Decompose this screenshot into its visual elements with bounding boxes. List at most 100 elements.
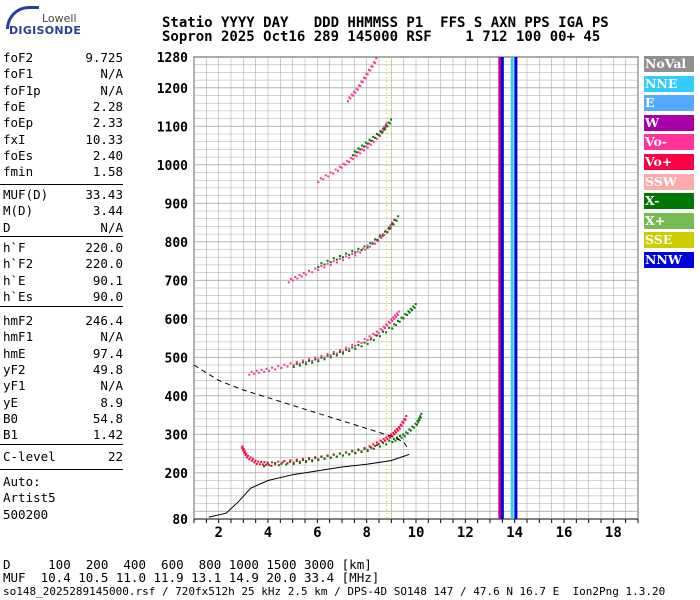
x-tick-label: 2 — [214, 525, 222, 541]
param-separator — [0, 444, 123, 445]
y-tick-label: 200 — [165, 467, 189, 482]
y-tick-label: 600 — [165, 313, 189, 328]
trace-point — [364, 248, 367, 251]
legend-item-e: E — [644, 95, 694, 112]
trace-point — [305, 363, 307, 366]
trace-point — [382, 437, 385, 440]
trace-point — [355, 87, 358, 90]
trace-point — [261, 463, 264, 466]
y-tick-label: 800 — [165, 236, 189, 251]
trace-point — [241, 445, 244, 448]
param-value: 2.40 — [92, 147, 123, 163]
trace-point — [301, 361, 304, 364]
trace-point — [366, 339, 369, 342]
legend-item-w: W — [644, 114, 694, 131]
param-value: 33.43 — [85, 187, 123, 202]
trace-point — [385, 443, 388, 446]
trace-point — [271, 461, 274, 464]
param-value: 2.33 — [92, 115, 123, 131]
trace-point — [253, 372, 256, 375]
trace-point — [419, 415, 422, 418]
param-value: 22 — [107, 449, 123, 464]
trace-point — [354, 452, 357, 455]
trace-point — [388, 436, 391, 439]
trace-point — [390, 433, 393, 436]
trace-point — [383, 234, 386, 237]
trace-point — [388, 228, 391, 231]
trace-point — [320, 456, 323, 459]
param-key: yF1 — [3, 378, 26, 394]
param-key: B0 — [3, 410, 19, 426]
trace-point — [375, 444, 378, 447]
y-tick-label: 1100 — [157, 120, 188, 135]
param-key: yE — [3, 394, 19, 410]
trace-point — [392, 316, 395, 319]
trace-point — [249, 456, 252, 459]
param-key: h`Es — [3, 288, 34, 304]
trace-point — [385, 122, 388, 125]
trace-point — [368, 445, 371, 448]
trace-point — [311, 460, 314, 463]
trace-point — [363, 341, 366, 344]
y-tick-label: 500 — [165, 351, 189, 366]
trace-point — [363, 448, 366, 451]
trace-point — [395, 312, 398, 315]
param-key: foF1 — [3, 66, 34, 82]
trace-point — [338, 254, 341, 257]
legend-item-ssw: SSW — [644, 173, 694, 190]
trace-point — [391, 319, 394, 322]
trace-point — [308, 357, 311, 360]
trace-point — [379, 234, 381, 237]
param-row-clevel: C-level 22 — [3, 449, 123, 466]
trace-point — [397, 426, 400, 429]
trace-point — [386, 438, 389, 441]
trace-point — [335, 354, 338, 357]
logo-lowell-text: Lowell — [42, 12, 77, 25]
trace-point — [351, 94, 354, 97]
trace-point — [369, 242, 372, 245]
param-separator — [0, 236, 123, 237]
trace-point — [329, 356, 332, 359]
param-key: M(D) — [3, 203, 34, 219]
trace-point — [395, 427, 398, 430]
trace-point — [413, 306, 416, 309]
trace-point — [370, 139, 373, 142]
param-separator — [0, 306, 123, 307]
trace-point — [399, 434, 402, 437]
trace-point — [354, 91, 357, 94]
trace-point — [292, 279, 295, 282]
param-row-mufd: MUF(D) 33.43 — [3, 187, 123, 204]
trace-point — [345, 346, 348, 349]
y-tick-label: 400 — [165, 390, 189, 405]
trace-point — [384, 126, 387, 129]
trace-point — [411, 425, 414, 428]
trace-point — [351, 250, 354, 253]
trace-point — [381, 233, 384, 236]
footer-distance-row: D 100 200 400 600 800 1000 1500 3000 [km… — [3, 557, 372, 572]
trace-point — [382, 330, 385, 333]
header-line-2: Sopron 2025 Oct16 289 145000 RSF 1 712 1… — [162, 29, 601, 45]
trace-point — [244, 454, 247, 457]
trace-point — [391, 221, 394, 224]
trace-point — [266, 461, 269, 464]
trace-point — [393, 317, 396, 320]
trace-point — [369, 446, 372, 449]
trace-point — [320, 265, 323, 268]
trace-point — [301, 457, 304, 460]
trace-point — [392, 218, 395, 221]
trace-point — [329, 261, 332, 264]
trace-point — [396, 314, 399, 317]
trace-point — [379, 328, 382, 331]
param-key: MUF(D) — [3, 187, 49, 202]
trace-point — [342, 350, 344, 353]
trace-point — [251, 458, 254, 461]
trace-point — [409, 429, 412, 432]
param-row-b1: B1 1.42 — [3, 427, 123, 444]
param-value: 54.8 — [92, 410, 123, 426]
trace-point — [361, 81, 364, 84]
trace-point — [295, 460, 298, 463]
trace-point — [305, 273, 307, 276]
trace-point — [348, 253, 351, 256]
trace-point — [308, 457, 311, 460]
trace-point — [308, 359, 311, 362]
